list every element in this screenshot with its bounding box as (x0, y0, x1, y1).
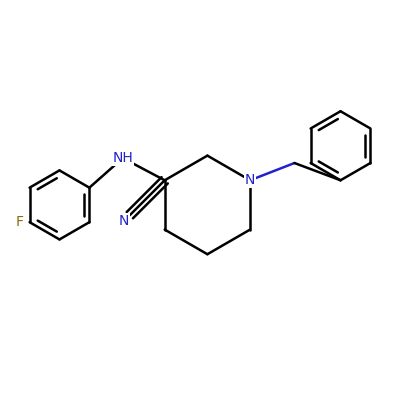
Text: F: F (16, 215, 24, 229)
Text: N: N (245, 173, 255, 187)
Text: N: N (118, 214, 129, 228)
Text: NH: NH (112, 151, 133, 165)
